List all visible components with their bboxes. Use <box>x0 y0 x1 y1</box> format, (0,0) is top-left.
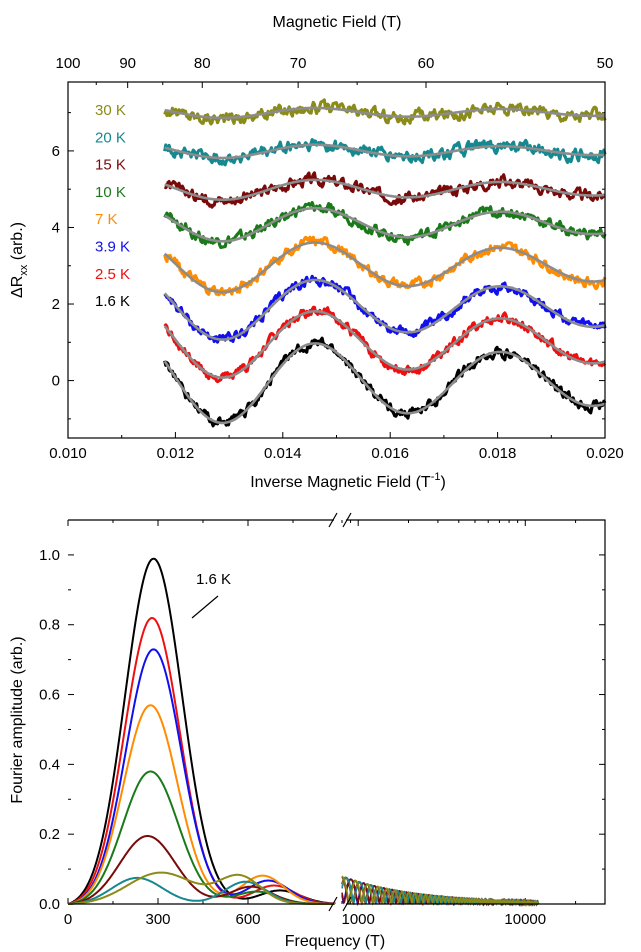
y-tick-label: 0 <box>52 373 60 390</box>
top-plot-frame <box>67 81 606 439</box>
break-mark <box>342 512 352 528</box>
y-tick-label: 1.0 <box>39 547 60 564</box>
fft-series-line <box>67 648 336 905</box>
y-tick-label: 4 <box>52 219 60 236</box>
fit-line <box>164 143 605 160</box>
top-tick-label: 80 <box>194 55 211 72</box>
fit-line <box>163 241 606 294</box>
axis-break-marks <box>328 512 352 912</box>
bottom-chart: 0.0 0.2 0.4 0.6 0.8 1.0 0 300 600 1000 10000 1.6 … <box>9 512 606 950</box>
x-tick-label: 300 <box>145 911 170 928</box>
fit-line <box>163 342 606 425</box>
bottom-plot-frame <box>68 519 606 905</box>
series-label: 15 K <box>95 157 126 174</box>
x-log-tick-label: 10000 <box>504 911 546 928</box>
series-line <box>163 336 607 428</box>
x-tick-label: 0.016 <box>371 445 409 462</box>
x-tick-label: 0.018 <box>479 445 517 462</box>
x-axis-label-bottom: Frequency (T) <box>285 933 385 950</box>
y-tick-label: 0.4 <box>39 756 60 773</box>
fit-line <box>163 310 606 379</box>
top-legend: 30 K 20 K 15 K 10 K 7 K 3.9 K 2.5 K 1.6 K <box>95 102 130 310</box>
top-tick-label: 90 <box>119 55 136 72</box>
series-label: 10 K <box>95 184 126 201</box>
x-axis-label: Inverse Magnetic Field (T-1) <box>250 471 446 491</box>
series-line <box>163 235 607 297</box>
series-label: 20 K <box>95 129 126 146</box>
series-label: 7 K <box>95 211 118 228</box>
top-series-group <box>163 98 607 428</box>
x-tick-label: 0.014 <box>264 445 302 462</box>
peak-annotation: 1.6 K <box>196 571 231 588</box>
fit-line <box>164 106 606 120</box>
y-axis-ticks: 0 2 4 6 <box>52 112 605 420</box>
fft-series-line-log <box>341 875 539 907</box>
top-axis-ticks: 100 90 80 70 60 50 <box>55 55 613 88</box>
x-axis-ticks: 0.010 0.012 0.014 0.016 0.018 0.020 <box>49 432 624 462</box>
y-tick-label: 0.6 <box>39 687 60 704</box>
fft-series-line <box>68 871 335 905</box>
top-tick-label: 50 <box>597 55 614 72</box>
break-mark <box>328 896 338 912</box>
fft-series-line <box>67 704 336 905</box>
top-tick-label: 60 <box>418 55 435 72</box>
fft-series-line <box>67 616 336 905</box>
break-mark <box>342 896 352 912</box>
annotation-pointer <box>191 595 219 619</box>
y-axis-ticks-bottom: 0.0 0.2 0.4 0.6 0.8 1.0 <box>39 519 605 913</box>
y-tick-label: 0.8 <box>39 617 60 634</box>
top-tick-label: 70 <box>290 55 307 72</box>
x-tick-label: 0 <box>64 911 72 928</box>
y-tick-label: 2 <box>52 296 60 313</box>
x-tick-label: 0.020 <box>586 445 624 462</box>
fit-line <box>163 278 606 341</box>
series-line <box>163 138 607 167</box>
y-tick-label: 0.0 <box>39 896 60 913</box>
top-axis-label: Magnetic Field (T) <box>273 14 402 31</box>
break-mark <box>328 512 338 528</box>
x-axis-ticks-bottom: 0 300 600 1000 10000 <box>64 520 606 928</box>
fit-line <box>164 206 606 243</box>
x-tick-label: 600 <box>235 911 260 928</box>
x-tick-label: 0.010 <box>49 445 87 462</box>
y-axis-label: ΔRxx (arb.) <box>9 222 30 298</box>
series-label: 3.9 K <box>95 239 130 256</box>
bottom-series-group <box>67 557 540 907</box>
series-label: 2.5 K <box>95 266 130 283</box>
x-tick-label: 0.012 <box>157 445 195 462</box>
x-log-tick-label: 1000 <box>342 911 375 928</box>
y-tick-label: 0.2 <box>39 826 60 843</box>
y-tick-label: 6 <box>52 143 60 160</box>
series-line <box>163 171 606 209</box>
top-chart: Magnetic Field (T) 100 90 80 70 60 50 0 2 4 6 0.… <box>9 14 624 491</box>
fit-line <box>164 178 606 202</box>
series-label: 1.6 K <box>95 293 130 310</box>
series-line <box>163 274 607 344</box>
top-tick-label: 100 <box>55 55 80 72</box>
series-label: 30 K <box>95 102 126 119</box>
y-axis-label-bottom: Fourier amplitude (arb.) <box>9 636 26 803</box>
